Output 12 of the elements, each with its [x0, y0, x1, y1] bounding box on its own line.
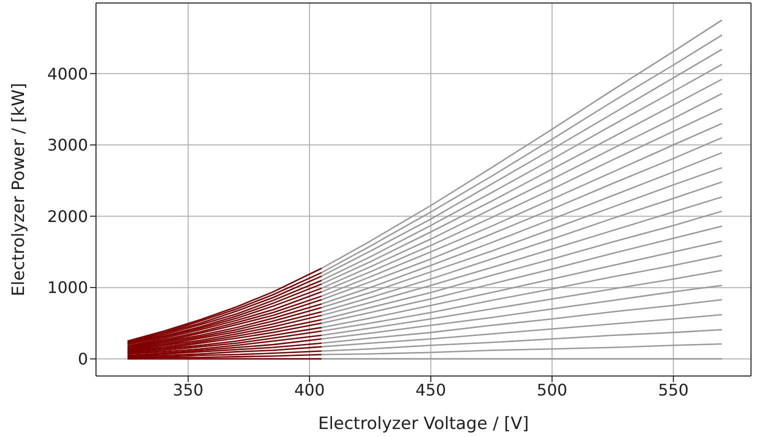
- x-tick-label: 500: [536, 380, 568, 400]
- y-tick-label: 2000: [47, 206, 88, 226]
- y-tick-label: 0: [78, 350, 88, 369]
- x-tick-label: 400: [294, 380, 325, 400]
- y-tick-label: 4000: [47, 64, 88, 84]
- y-tick-label: 3000: [47, 136, 88, 155]
- x-tick-label: 550: [658, 380, 689, 400]
- x-tick-label: 450: [416, 380, 446, 400]
- y-tick-label: 1000: [47, 278, 88, 298]
- x-axis-title: Electrolyzer Voltage / [V]: [318, 414, 529, 434]
- x-tick-label: 350: [172, 380, 204, 400]
- y-axis-title: Electrolyzer Power / [kW]: [9, 82, 30, 296]
